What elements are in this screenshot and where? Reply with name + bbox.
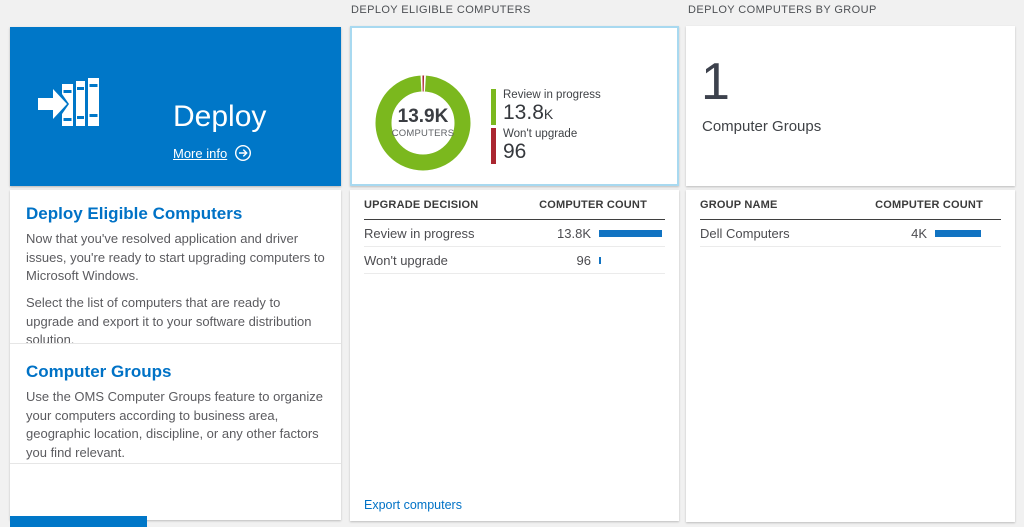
more-info-label: More info: [173, 145, 228, 161]
column-header: COMPUTER COUNT: [539, 198, 647, 211]
deploy-tile[interactable]: Deploy More info: [10, 27, 341, 186]
table-header-row: GROUP NAME COMPUTER COUNT: [700, 190, 1001, 220]
right-section-header: DEPLOY COMPUTERS BY GROUP: [688, 4, 877, 16]
column-header: GROUP NAME: [700, 198, 778, 211]
export-computers-link[interactable]: Export computers: [364, 498, 462, 512]
row-value: 96: [576, 252, 591, 268]
paragraph: Now that you've resolved application and…: [26, 231, 325, 283]
group-count-label: Computer Groups: [702, 118, 822, 135]
group-table-card: GROUP NAME COMPUTER COUNT Dell Computers…: [686, 190, 1015, 522]
eligible-computers-donut-card[interactable]: 13.9K COMPUTERS Review in progress 13.8K…: [350, 26, 679, 186]
column-header: UPGRADE DECISION: [364, 198, 479, 211]
divider: [10, 463, 341, 464]
legend-swatch-green: [491, 89, 496, 125]
donut-red-slice: [375, 75, 471, 171]
row-label: Dell Computers: [700, 225, 790, 241]
count-bar: [599, 229, 662, 237]
row-value: 13.8K: [557, 225, 591, 241]
legend-label: Won't upgrade: [503, 128, 578, 140]
tile-title: Deploy: [173, 100, 267, 133]
group-count: 1: [701, 53, 730, 111]
table-row[interactable]: Dell Computers 4K: [700, 220, 1001, 247]
row-label: Won't upgrade: [364, 252, 448, 268]
middle-section-header: DEPLOY ELIGIBLE COMPUTERS: [351, 4, 531, 16]
donut-legend: Review in progress 13.8K Won't upgrade 9…: [491, 89, 601, 167]
section-heading-computer-groups: Computer Groups: [26, 362, 172, 381]
legend-entry-review: Review in progress 13.8K: [491, 89, 601, 125]
row-value: 4K: [911, 225, 927, 241]
table-row[interactable]: Won't upgrade 96: [364, 247, 665, 274]
donut-chart[interactable]: 13.9K COMPUTERS: [375, 75, 471, 171]
table-header-row: UPGRADE DECISION COMPUTER COUNT: [364, 190, 665, 220]
donut-center-value: 13.9K: [397, 106, 449, 127]
row-label: Review in progress: [364, 225, 475, 241]
partial-next-tile[interactable]: [10, 516, 147, 527]
upgrade-decision-table-card: UPGRADE DECISION COMPUTER COUNT Review i…: [350, 190, 679, 521]
divider: [10, 343, 341, 344]
paragraph: Select the list of computers that are re…: [26, 295, 312, 347]
legend-entry-wont-upgrade: Won't upgrade 96: [491, 128, 601, 164]
arrow-circle-icon: [234, 144, 252, 162]
legend-label: Review in progress: [503, 89, 601, 101]
more-info-link[interactable]: More info: [173, 144, 252, 162]
description-panel: Deploy Eligible Computers Now that you'v…: [10, 190, 341, 520]
legend-value-suffix: K: [543, 106, 554, 122]
book-stripes: [63, 84, 98, 121]
donut-center-label: COMPUTERS: [391, 128, 455, 139]
legend-value: 13.8: [503, 101, 544, 124]
legend-value: 96: [503, 140, 527, 163]
count-bar: [935, 229, 981, 237]
section-heading-deploy-eligible: Deploy Eligible Computers: [26, 204, 243, 223]
table-row[interactable]: Review in progress 13.8K: [364, 220, 665, 247]
count-bar: [599, 256, 601, 264]
computer-groups-summary-card[interactable]: 1 Computer Groups: [686, 26, 1015, 186]
deploy-books-arrow-icon: [36, 72, 102, 141]
legend-swatch-red: [491, 128, 496, 164]
paragraph: Use the OMS Computer Groups feature to o…: [26, 389, 323, 460]
column-header: COMPUTER COUNT: [875, 198, 983, 211]
